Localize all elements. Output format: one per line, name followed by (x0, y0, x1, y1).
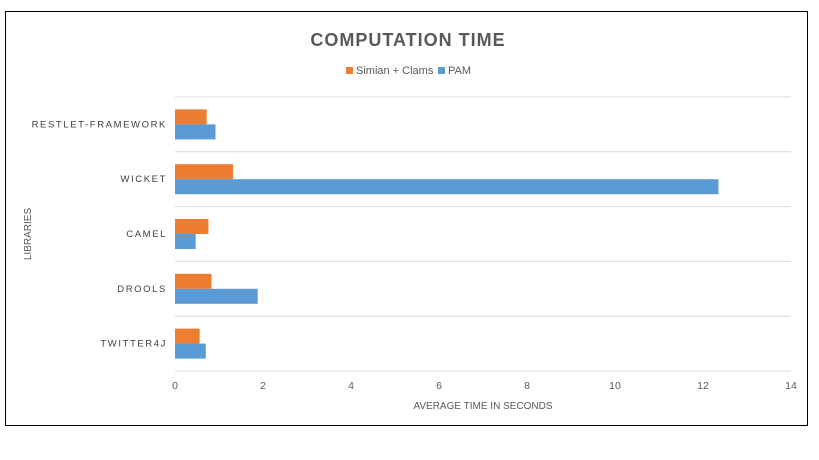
x-tick-label: 14 (785, 380, 797, 392)
category-labels: RESTLET-FRAMEWORK WICKET CAMEL DROOLS TWITTE… (32, 119, 167, 350)
legend-swatch-pam (438, 67, 445, 74)
chart-svg: COMPUTATION TIME Simian + Clams PAM REST… (23, 30, 797, 412)
x-tick-label: 8 (524, 380, 530, 392)
chart-title: COMPUTATION TIME (310, 30, 505, 50)
legend-swatch-simian-clams (346, 67, 353, 74)
category-label: CAMEL (126, 229, 167, 240)
bar-pam-drools (175, 288, 258, 304)
category-label: WICKET (120, 174, 167, 185)
bar-simian-clams-wicket (175, 164, 234, 180)
category-label: TWITTER4J (100, 339, 167, 350)
bar-simian-clams-camel (175, 219, 209, 234)
legend-label-pam: PAM (448, 65, 471, 77)
bars-layer (175, 109, 719, 359)
x-tick-labels: 0 2 4 6 8 10 12 14 (172, 380, 797, 392)
bar-simian-clams-drools (175, 273, 212, 289)
x-tick-label: 2 (260, 380, 266, 392)
grid-layer (175, 96, 791, 372)
bar-pam-restlet-framework (175, 124, 216, 140)
category-label: DROOLS (117, 284, 167, 295)
bar-pam-camel (175, 234, 196, 249)
x-tick-label: 10 (609, 380, 621, 392)
bar-simian-clams-restlet-framework (175, 109, 207, 125)
chart-frame: COMPUTATION TIME Simian + Clams PAM REST… (5, 11, 808, 426)
x-tick-label: 0 (172, 380, 178, 392)
y-axis-title: LIBRARIES (23, 208, 34, 261)
x-tick-label: 12 (697, 380, 709, 392)
bar-pam-wicket (175, 179, 719, 195)
bar-simian-clams-twitter4j (175, 328, 200, 344)
x-tick-label: 4 (348, 380, 354, 392)
x-tick-label: 6 (436, 380, 442, 392)
bar-pam-twitter4j (175, 343, 206, 359)
legend-label-simian-clams: Simian + Clams (356, 65, 434, 77)
category-label: RESTLET-FRAMEWORK (32, 119, 167, 130)
x-axis-title: AVERAGE TIME IN SECONDS (413, 401, 552, 412)
